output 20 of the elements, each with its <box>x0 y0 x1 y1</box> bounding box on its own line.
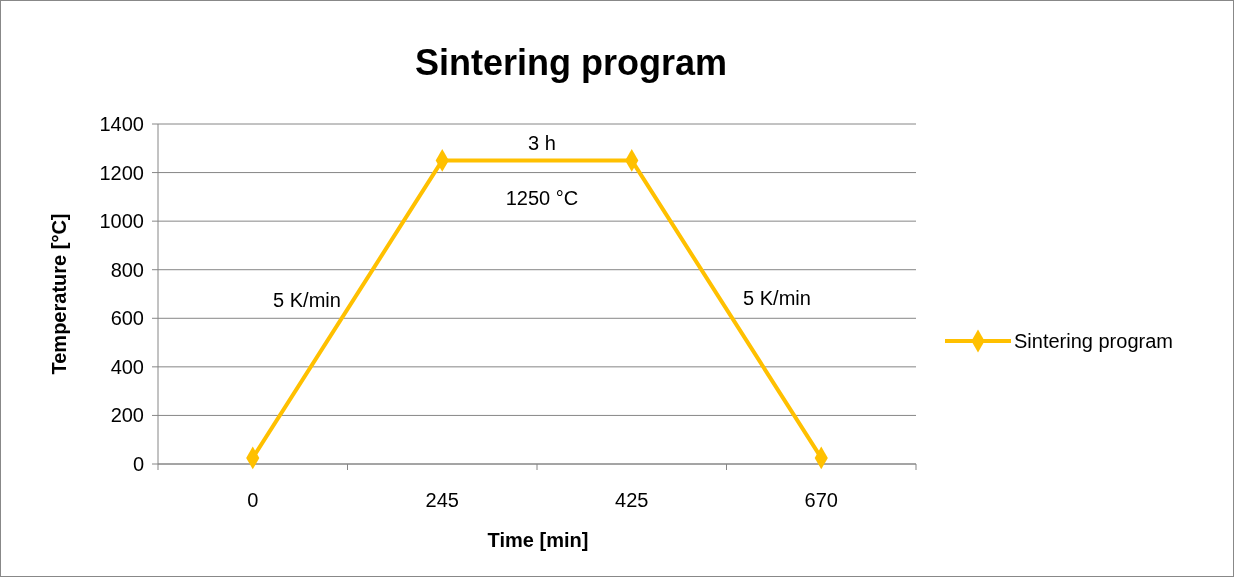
annotation: 1250 °C <box>505 187 579 209</box>
y-tick-label: 1400 <box>99 113 144 135</box>
legend-label: Sintering program <box>1014 330 1173 352</box>
x-tick-label: 245 <box>425 489 459 511</box>
x-axis-title: Time [min] <box>487 529 589 551</box>
y-tick-label: 1000 <box>99 210 144 233</box>
x-tick-label: 0 <box>247 489 259 511</box>
y-tick-label: 0 <box>132 453 144 475</box>
chart-title: Sintering program <box>414 42 728 83</box>
y-tick-label: 400 <box>110 355 144 378</box>
y-tick-label: 800 <box>110 258 144 281</box>
annotation: 3 h <box>528 132 556 154</box>
x-tick-label: 670 <box>804 489 838 511</box>
annotation: 5 K/min <box>273 289 341 311</box>
y-tick-label: 600 <box>110 307 144 330</box>
annotation: 5 K/min <box>743 287 811 309</box>
y-axis-title: Temperature [°C] <box>48 213 70 375</box>
y-tick-label: 1200 <box>99 161 144 184</box>
x-tick-label: 425 <box>615 489 649 511</box>
y-tick-label: 200 <box>110 404 144 427</box>
